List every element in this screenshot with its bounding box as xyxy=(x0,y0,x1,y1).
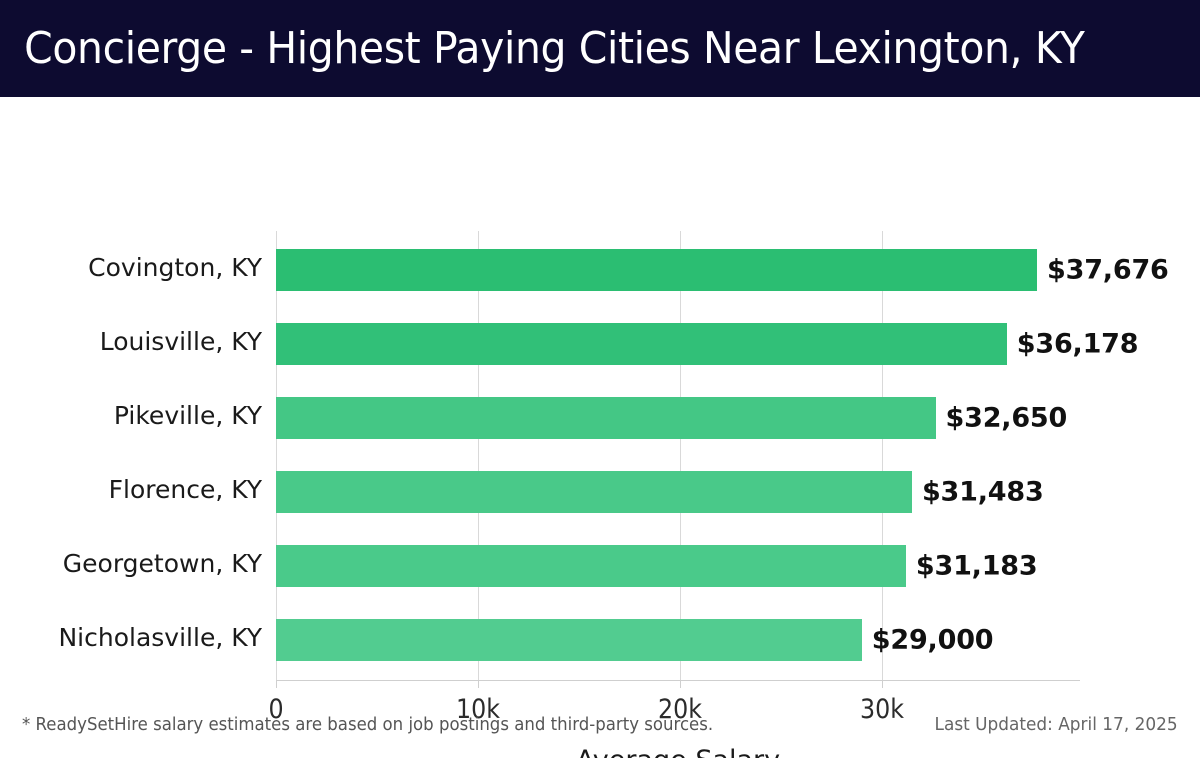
bar-row[interactable]: $32,650 xyxy=(276,397,1200,439)
bar[interactable] xyxy=(276,323,1007,365)
page-footer: * ReadySetHire salary estimates are base… xyxy=(0,714,1200,758)
bar-row[interactable]: $29,000 xyxy=(276,619,1200,661)
x-axis-line xyxy=(276,680,1080,681)
footer-disclaimer: * ReadySetHire salary estimates are base… xyxy=(22,714,714,735)
category-label: Georgetown, KY xyxy=(62,549,262,578)
x-axis-tick-mark xyxy=(478,680,479,688)
x-axis-tick-mark xyxy=(680,680,681,688)
x-axis-tick-label: 30k xyxy=(860,694,904,725)
grid-line xyxy=(882,231,883,680)
category-label: Pikeville, KY xyxy=(113,401,262,430)
bar-chart: $37,676 $36,178 $32,650 $31,483 $31,183 $29,0… xyxy=(0,97,1200,758)
bar-value-label: $31,483 xyxy=(921,476,1044,508)
bar-value-label: $36,178 xyxy=(1016,328,1139,360)
x-axis-title: Average Salary xyxy=(0,745,1200,758)
grid-line xyxy=(276,231,277,680)
bar-row[interactable]: $36,178 xyxy=(276,323,1200,365)
category-label: Florence, KY xyxy=(108,475,262,504)
bar[interactable] xyxy=(276,397,936,439)
x-axis-tick-label: 20k xyxy=(658,694,702,725)
bar-value-label: $29,000 xyxy=(871,624,994,656)
category-label: Louisville, KY xyxy=(99,327,262,356)
bar[interactable] xyxy=(276,545,906,587)
bar-row[interactable]: $31,483 xyxy=(276,471,1200,513)
bar[interactable] xyxy=(276,471,912,513)
page-header: Concierge - Highest Paying Cities Near L… xyxy=(0,0,1200,97)
x-axis-tick-mark xyxy=(882,680,883,688)
x-axis-tick-label: 10k xyxy=(456,694,500,725)
bar[interactable] xyxy=(276,249,1038,291)
bar-row[interactable]: $31,183 xyxy=(276,545,1200,587)
grid-line xyxy=(680,231,681,680)
footer-last-updated: Last Updated: April 17, 2025 xyxy=(934,714,1178,735)
bar-value-label: $31,183 xyxy=(915,550,1038,582)
grid-line xyxy=(478,231,479,680)
grid-lines xyxy=(276,231,883,680)
category-label: Covington, KY xyxy=(88,253,262,282)
bar[interactable] xyxy=(276,619,862,661)
category-label: Nicholasville, KY xyxy=(58,623,262,652)
x-axis-tick-mark xyxy=(276,680,277,688)
bar-row[interactable]: $37,676 xyxy=(276,249,1200,291)
page-title: Concierge - Highest Paying Cities Near L… xyxy=(24,23,1085,74)
bar-value-label: $32,650 xyxy=(945,402,1068,434)
bar-value-label: $37,676 xyxy=(1047,254,1169,286)
x-axis-tick-label: 0 xyxy=(268,694,284,725)
